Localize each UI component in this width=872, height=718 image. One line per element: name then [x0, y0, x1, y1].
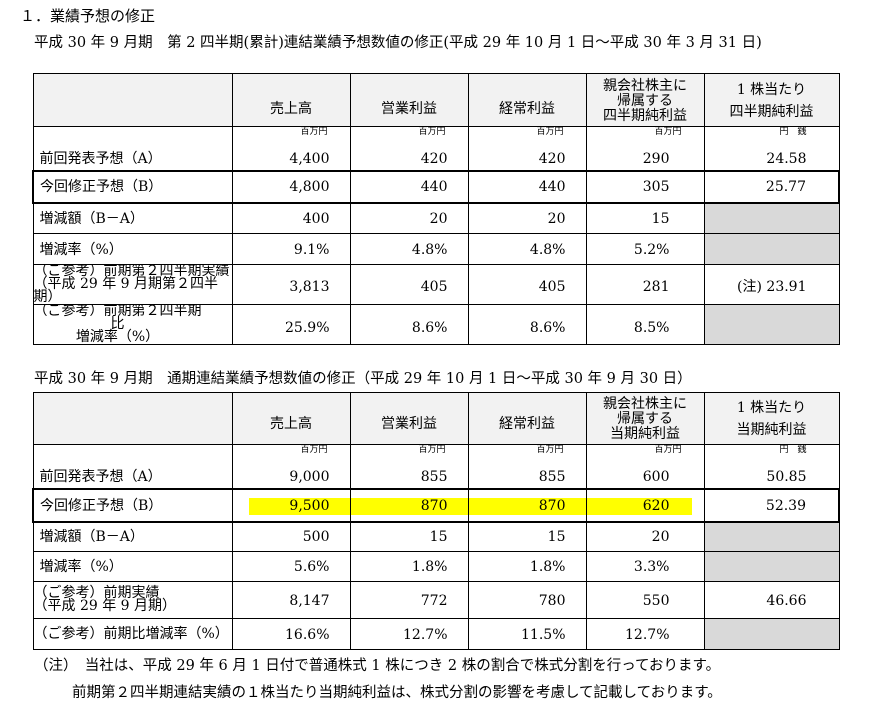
table1-cell: 百万円 4,400 [231, 126, 351, 171]
table1-cell: 400 [231, 202, 351, 234]
table2-cell: 12.7% [585, 618, 705, 650]
table1-revised-row: 今回修正予想（B） 4,800 440 440 305 25.77 [32, 169, 840, 204]
table1-header-ordinary-income: 経常利益 [467, 73, 587, 127]
table2-cell-empty [703, 618, 840, 650]
table1-header-corner [32, 73, 233, 127]
table2-cell-highlighted: 870 [349, 487, 469, 523]
table1-caption: 平成 30 年 9 月期 第 2 四半期(累計)連結業績予想数値の修正(平成 2… [34, 35, 762, 51]
table1-row-label: 増減率（%） [32, 233, 233, 265]
table2-cell: 52.39 [703, 487, 840, 523]
table1-header-eps: 1 株当たり 四半期純利益 [703, 73, 840, 127]
table2-cell: 百万円 855 [349, 444, 469, 489]
table1-cell: 8.6% [467, 304, 587, 345]
table2-cell: 46.66 [703, 581, 840, 619]
table1-row-label: 増減額（B－A） [32, 202, 233, 234]
table2-cell: 円 銭 50.85 [703, 444, 840, 489]
table1-cell-empty [703, 233, 840, 265]
table1-cell: 5.2% [585, 233, 705, 265]
table2-cell-highlighted: 620 [585, 487, 705, 523]
table1-cell: 25.9% [231, 304, 351, 345]
table1-row-label: 今回修正予想（B） [32, 169, 233, 204]
table2-cell-empty [703, 521, 840, 552]
table2-row-label: （ご参考）前期実績 （平成 29 年 9 月期） [32, 581, 233, 619]
table2-cell: 780 [467, 581, 587, 619]
table2-header-corner [32, 392, 233, 445]
table1-cell: 405 [467, 264, 587, 305]
table2-cell: 百万円 600 [585, 444, 705, 489]
table1-cell: 4.8% [467, 233, 587, 265]
table1-row-label: （ご参考）前期第２四半期実績 （平成 29 年 9 月期第２四半期） [32, 264, 233, 305]
table1-q2-forecast: 売上高 営業利益 経常利益 親会社株主に 帰属する 四半期純利益 1 株当たり … [32, 73, 840, 345]
table1-cell: 440 [467, 169, 587, 204]
table1-cell: 20 [467, 202, 587, 234]
table2-cell: 百万円 855 [467, 444, 587, 489]
table1-cell: 20 [349, 202, 469, 234]
note-eps-adjustment: 前期第２四半期連結実績の１株当たり当期純利益は、株式分割の影響を考慮して記載して… [72, 685, 722, 701]
table2-cell: 500 [231, 521, 351, 552]
table2-cell: 15 [467, 521, 587, 552]
table1-cell: 15 [585, 202, 705, 234]
table2-caption: 平成 30 年 9 月期 通期連結業績予想数値の修正（平成 29 年 10 月 … [34, 371, 692, 387]
table2-row-label: 今回修正予想（B） [32, 487, 233, 523]
table1-row-label: 前回発表予想（A） [32, 126, 233, 171]
table1-cell: 25.77 [703, 169, 840, 204]
table1-cell-empty [703, 202, 840, 234]
table1-cell: (注) 23.91 [703, 264, 840, 305]
table1-cell-empty [703, 304, 840, 345]
table2-cell: 12.7% [349, 618, 469, 650]
section-title: １．業績予想の修正 [20, 7, 156, 25]
table2-row-label: （ご参考）前期比増減率（%） [32, 618, 233, 650]
table2-header-net-income-parent: 親会社株主に 帰属する 当期純利益 [585, 392, 705, 445]
table2-row-label: 増減額（B－A） [32, 521, 233, 552]
table1-cell: 405 [349, 264, 469, 305]
table1-cell: 百万円 290 [585, 126, 705, 171]
table2-cell: 20 [585, 521, 705, 552]
table1-cell: 百万円 420 [349, 126, 469, 171]
table1-header-sales: 売上高 [231, 73, 351, 127]
table2-header-ordinary-income: 経常利益 [467, 392, 587, 445]
table1-row-label: （ご参考）前期第２四半期比 増減率（%） [32, 304, 233, 345]
table1-cell: 円 銭 24.58 [703, 126, 840, 171]
table2-cell: 3.3% [585, 551, 705, 582]
table2-cell: 15 [349, 521, 469, 552]
table2-cell: 16.6% [231, 618, 351, 650]
table2-cell: 11.5% [467, 618, 587, 650]
table1-cell: 281 [585, 264, 705, 305]
table1-cell: 8.5% [585, 304, 705, 345]
table1-cell: 百万円 420 [467, 126, 587, 171]
table1-cell: 4,800 [231, 169, 351, 204]
table1-header-operating-income: 営業利益 [349, 73, 469, 127]
table2-header-sales: 売上高 [231, 392, 351, 445]
table2-row-label: 前回発表予想（A） [32, 444, 233, 489]
table1-cell: 440 [349, 169, 469, 204]
table1-cell: 3,813 [231, 264, 351, 305]
table2-cell-highlighted: 9,500 [231, 487, 351, 523]
table1-header-net-income-parent: 親会社株主に 帰属する 四半期純利益 [585, 73, 705, 127]
table2-cell: 1.8% [467, 551, 587, 582]
table1-cell: 9.1% [231, 233, 351, 265]
table2-cell: 5.6% [231, 551, 351, 582]
note-stock-split: （注） 当社は、平成 29 年 6 月 1 日付で普通株式 1 株につき 2 株… [34, 658, 721, 674]
table2-cell: 1.8% [349, 551, 469, 582]
table2-revised-row: 今回修正予想（B） 9,500 870 870 620 52.39 [32, 487, 840, 523]
table2-fullyear-forecast: 売上高 営業利益 経常利益 親会社株主に 帰属する 当期純利益 1 株当たり 当… [32, 392, 840, 650]
table2-header-eps: 1 株当たり 当期純利益 [703, 392, 840, 445]
table2-row-label: 増減率（%） [32, 551, 233, 582]
table2-cell: 550 [585, 581, 705, 619]
table1-cell: 8.6% [349, 304, 469, 345]
table2-cell: 百万円 9,000 [231, 444, 351, 489]
table1-cell: 4.8% [349, 233, 469, 265]
table2-cell-empty [703, 551, 840, 582]
table2-header-operating-income: 営業利益 [349, 392, 469, 445]
table2-cell-highlighted: 870 [467, 487, 587, 523]
table1-cell: 305 [585, 169, 705, 204]
table2-cell: 8,147 [231, 581, 351, 619]
table2-cell: 772 [349, 581, 469, 619]
